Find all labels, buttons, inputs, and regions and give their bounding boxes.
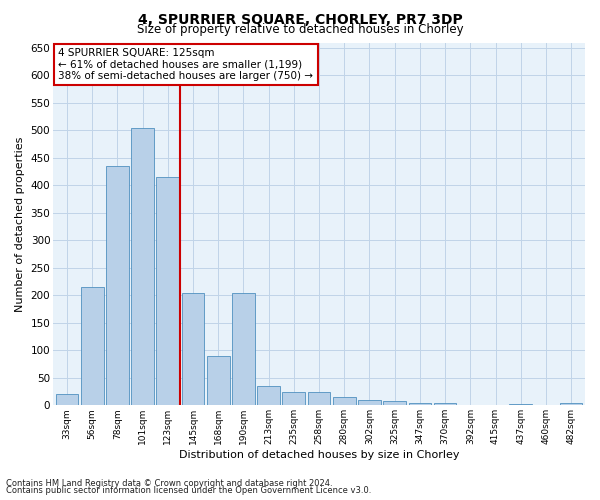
Bar <box>409 403 431 406</box>
Bar <box>81 287 104 406</box>
Text: Contains public sector information licensed under the Open Government Licence v3: Contains public sector information licen… <box>6 486 371 495</box>
Bar <box>106 166 129 406</box>
Bar <box>207 356 230 406</box>
Bar <box>283 392 305 406</box>
Bar <box>157 177 179 406</box>
Bar <box>509 404 532 406</box>
X-axis label: Distribution of detached houses by size in Chorley: Distribution of detached houses by size … <box>179 450 459 460</box>
Bar <box>56 394 78 406</box>
Bar <box>257 386 280 406</box>
Bar <box>232 292 255 406</box>
Bar <box>333 397 356 406</box>
Bar <box>358 400 381 406</box>
Bar <box>308 392 331 406</box>
Bar <box>434 403 457 406</box>
Bar <box>560 402 583 406</box>
Bar <box>182 292 205 406</box>
Bar <box>383 401 406 406</box>
Text: Contains HM Land Registry data © Crown copyright and database right 2024.: Contains HM Land Registry data © Crown c… <box>6 478 332 488</box>
Text: Size of property relative to detached houses in Chorley: Size of property relative to detached ho… <box>137 22 463 36</box>
Text: 4 SPURRIER SQUARE: 125sqm
← 61% of detached houses are smaller (1,199)
38% of se: 4 SPURRIER SQUARE: 125sqm ← 61% of detac… <box>58 48 313 81</box>
Y-axis label: Number of detached properties: Number of detached properties <box>15 136 25 312</box>
Bar <box>131 128 154 406</box>
Text: 4, SPURRIER SQUARE, CHORLEY, PR7 3DP: 4, SPURRIER SQUARE, CHORLEY, PR7 3DP <box>137 12 463 26</box>
